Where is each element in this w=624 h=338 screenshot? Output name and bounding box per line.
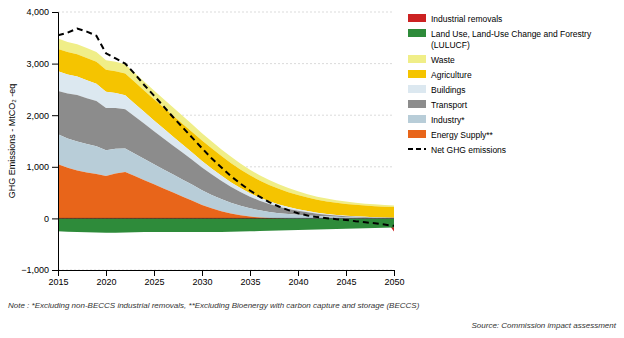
line bbox=[58, 29, 394, 226]
y-axis: −1,000 0 1,000 2,000 3,000 4,000 bbox=[21, 7, 58, 275]
y-tick: 2,000 bbox=[26, 111, 58, 121]
y-tick-mark bbox=[52, 167, 58, 168]
y-tick-mark bbox=[52, 64, 58, 65]
legend-label: Waste bbox=[431, 55, 455, 65]
marks bbox=[58, 29, 394, 233]
legend-swatch bbox=[408, 29, 426, 37]
legend-swatch bbox=[408, 55, 426, 63]
legend-label: Energy Supply** bbox=[431, 130, 494, 140]
x-tick-label: 2015 bbox=[48, 277, 68, 287]
legend-label: Industrial removals bbox=[431, 14, 502, 24]
legend-label: Buildings bbox=[431, 85, 466, 95]
legend-item: Energy Supply** bbox=[408, 130, 494, 140]
area bbox=[58, 91, 394, 218]
x-tick-label: 2030 bbox=[192, 277, 212, 287]
x-axis-line bbox=[59, 271, 395, 277]
legend-label: Land Use, Land-Use Change and Forestry(L… bbox=[431, 29, 592, 50]
x-tick: 2035 bbox=[240, 270, 260, 287]
legend-swatch bbox=[408, 14, 426, 22]
y-axis-line bbox=[52, 13, 59, 271]
legend-swatch bbox=[408, 70, 426, 78]
x-tick-mark bbox=[346, 270, 347, 276]
legend-item: Industry* bbox=[408, 115, 465, 125]
x-tick-mark bbox=[394, 270, 395, 276]
legend-swatch bbox=[408, 115, 426, 123]
y-tick-mark bbox=[52, 270, 58, 271]
y-tick-label: 0 bbox=[44, 214, 49, 224]
x-tick-label: 2025 bbox=[144, 277, 164, 287]
x-tick-label: 2040 bbox=[288, 277, 308, 287]
legend-label: Agriculture bbox=[431, 70, 472, 80]
y-tick: 4,000 bbox=[26, 7, 58, 17]
y-tick-mark bbox=[52, 12, 58, 13]
x-tick: 2050 bbox=[384, 270, 404, 287]
x-tick-mark bbox=[250, 270, 251, 276]
x-tick: 2020 bbox=[96, 270, 116, 287]
x-tick-mark bbox=[106, 270, 107, 276]
legend-label: Transport bbox=[431, 100, 468, 110]
legend-swatch bbox=[408, 100, 426, 108]
y-tick-mark bbox=[52, 218, 58, 219]
x-tick-label: 2050 bbox=[384, 277, 404, 287]
legend-item: Land Use, Land-Use Change and Forestry(L… bbox=[408, 29, 592, 50]
source: Source: Commission impact assessment bbox=[472, 321, 617, 330]
legend-swatch bbox=[408, 148, 426, 150]
y-tick-label: 4,000 bbox=[26, 7, 49, 17]
y-tick: 3,000 bbox=[26, 59, 58, 69]
zero-line bbox=[58, 218, 394, 219]
y-tick: 1,000 bbox=[26, 162, 58, 172]
legend-label: Net GHG emissions bbox=[431, 145, 506, 155]
area bbox=[58, 71, 394, 217]
y-tick: −1,000 bbox=[21, 265, 58, 275]
legend-item: Net GHG emissions bbox=[408, 145, 506, 155]
area bbox=[58, 49, 394, 218]
legend: Industrial removals Land Use, Land-Use Ch… bbox=[408, 14, 592, 155]
plot: −1,00001,0002,0003,0004,0002015202020252… bbox=[21, 7, 404, 287]
area bbox=[58, 134, 394, 218]
legend-swatch bbox=[408, 85, 426, 93]
x-tick: 2040 bbox=[288, 270, 308, 287]
note: Note : *Excluding non-BECCS industrial r… bbox=[8, 301, 420, 310]
legend-swatch bbox=[408, 130, 426, 138]
x-tick: 2015 bbox=[48, 270, 68, 287]
x-tick: 2045 bbox=[336, 270, 356, 287]
x-tick: 2030 bbox=[192, 270, 212, 287]
x-tick-label: 2035 bbox=[240, 277, 260, 287]
y-tick-label: 3,000 bbox=[26, 59, 49, 69]
y-tick-label: −1,000 bbox=[21, 265, 49, 275]
x-tick-mark bbox=[58, 270, 59, 276]
y-axis-title: GHG Emissions - MtCO₂ -eq bbox=[7, 84, 17, 199]
y-tick-label: 1,000 bbox=[26, 162, 49, 172]
x-tick: 2025 bbox=[144, 270, 164, 287]
y-tick-label: 2,000 bbox=[26, 111, 49, 121]
legend-item: Transport bbox=[408, 100, 468, 110]
y-tick: 0 bbox=[44, 214, 58, 224]
legend-item: Waste bbox=[408, 55, 455, 65]
legend-item: Industrial removals bbox=[408, 14, 502, 24]
x-tick-mark bbox=[154, 270, 155, 276]
chart: −1,00001,0002,0003,0004,0002015202020252… bbox=[0, 0, 624, 338]
legend-item: Agriculture bbox=[408, 70, 472, 80]
legend-item: Buildings bbox=[408, 85, 466, 95]
grid-line bbox=[58, 12, 394, 13]
x-tick-mark bbox=[298, 270, 299, 276]
grid bbox=[58, 12, 394, 270]
x-tick-mark bbox=[202, 270, 203, 276]
y-tick-mark bbox=[52, 115, 58, 116]
x-axis: 2015 2020 2025 2030 2035 2040 2045 2050 bbox=[48, 270, 404, 287]
legend-label: Industry* bbox=[431, 115, 465, 125]
x-tick-label: 2020 bbox=[96, 277, 116, 287]
x-tick-label: 2045 bbox=[336, 277, 356, 287]
